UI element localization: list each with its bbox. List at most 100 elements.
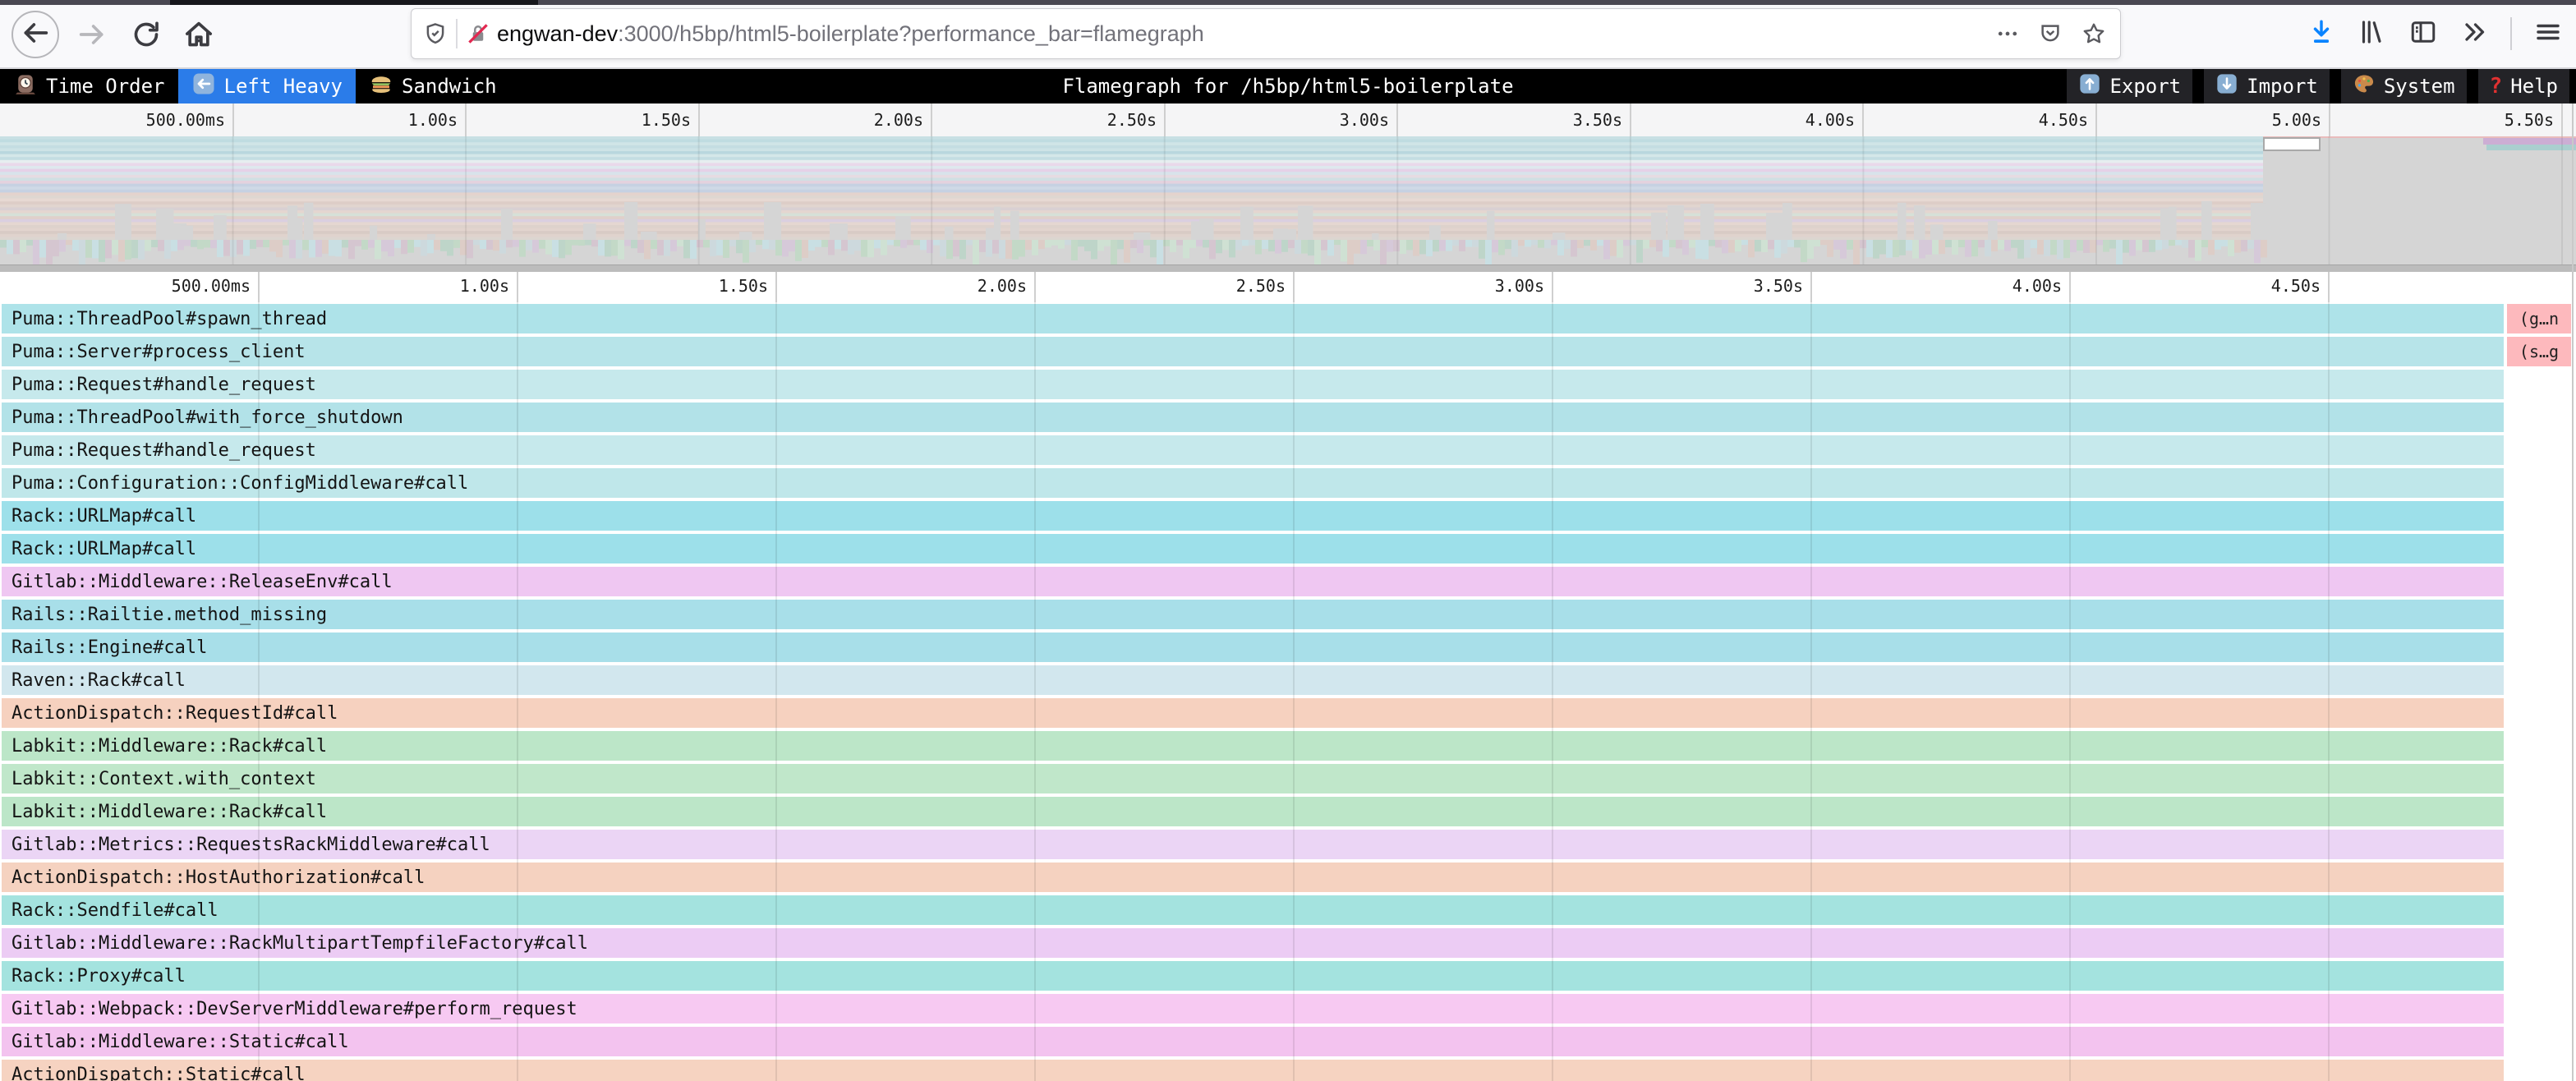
flame-row: Gitlab::Metrics::RequestsRackMiddleware#… bbox=[0, 828, 2576, 861]
axis-label: 1.00s bbox=[407, 110, 458, 130]
flame-bar[interactable]: Labkit::Middleware::Rack#call bbox=[2, 731, 2504, 761]
export-icon bbox=[2078, 72, 2101, 100]
flame-bar[interactable]: Gitlab::Metrics::RequestsRackMiddleware#… bbox=[2, 830, 2504, 859]
flame-row: Rails::Engine#call bbox=[0, 631, 2576, 664]
axis-label: 5.50s bbox=[2504, 110, 2554, 130]
flame-bar[interactable]: Gitlab::Middleware::RackMultipartTempfil… bbox=[2, 928, 2504, 958]
flame-row: Rails::Railtie.method_missing bbox=[0, 598, 2576, 631]
flame-row: Rack::Proxy#call bbox=[0, 959, 2576, 992]
flame-row: Puma::Request#handle_request bbox=[0, 434, 2576, 467]
flame-bar[interactable]: Puma::ThreadPool#spawn_thread bbox=[2, 304, 2504, 334]
axis-tick bbox=[232, 104, 234, 136]
axis-tick bbox=[1293, 272, 1295, 302]
axis-tick bbox=[1810, 272, 1812, 302]
sandwich-icon bbox=[369, 71, 393, 101]
flame-bar-label: Puma::Configuration::ConfigMiddleware#ca… bbox=[12, 472, 469, 494]
flame-bar[interactable]: Rack::URLMap#call bbox=[2, 534, 2504, 564]
flamegraph-view[interactable]: Puma::ThreadPool#spawn_thread (g…n Puma::S… bbox=[0, 302, 2576, 1081]
flame-bar[interactable]: Rails::Engine#call bbox=[2, 632, 2504, 662]
bookmark-star-icon[interactable] bbox=[2081, 21, 2107, 47]
axis-label: 5.00s bbox=[2271, 110, 2321, 130]
tab-left-heavy[interactable]: Left Heavy bbox=[177, 69, 356, 104]
minimap-canvas bbox=[0, 136, 2576, 264]
url-bar[interactable]: engwan-dev:3000/h5bp/html5-boilerplate?p… bbox=[411, 8, 2121, 59]
flame-bar[interactable]: Rack::Proxy#call bbox=[2, 961, 2504, 991]
flame-bar[interactable]: Labkit::Middleware::Rack#call bbox=[2, 797, 2504, 826]
flame-bar[interactable]: Puma::ThreadPool#with_force_shutdown bbox=[2, 402, 2504, 432]
axis-label: 2.50s bbox=[1235, 276, 1286, 296]
tracking-protection-shield-icon[interactable] bbox=[423, 21, 448, 46]
flame-bar[interactable]: Rack::URLMap#call bbox=[2, 501, 2504, 531]
flame-row: ActionDispatch::HostAuthorization#call bbox=[0, 861, 2576, 894]
flame-bar-label: Puma::ThreadPool#with_force_shutdown bbox=[12, 407, 403, 428]
url-path: :3000/h5bp/html5-boilerplate?performance… bbox=[618, 21, 1204, 46]
flame-row: Puma::ThreadPool#with_force_shutdown bbox=[0, 401, 2576, 434]
flame-bar-label: Puma::ThreadPool#spawn_thread bbox=[12, 308, 328, 329]
flame-right-block[interactable]: (s…g bbox=[2507, 337, 2571, 366]
url-host: engwan-dev bbox=[497, 21, 619, 46]
more-tools-chevrons-icon[interactable] bbox=[2459, 17, 2489, 51]
home-button[interactable] bbox=[182, 18, 215, 55]
tab-sandwich[interactable]: Sandwich bbox=[356, 69, 510, 104]
flame-bar[interactable]: ActionDispatch::Static#call bbox=[2, 1060, 2504, 1081]
flame-gridline bbox=[775, 302, 777, 1081]
reload-button[interactable] bbox=[130, 18, 163, 55]
flame-bar[interactable]: Rack::Sendfile#call bbox=[2, 895, 2504, 925]
flame-bar[interactable]: ActionDispatch::RequestId#call bbox=[2, 698, 2504, 728]
hamburger-menu-icon[interactable] bbox=[2533, 17, 2563, 51]
flame-row: Labkit::Context.with_context bbox=[0, 762, 2576, 795]
left-arrow-icon bbox=[191, 71, 216, 101]
flame-row: Puma::Configuration::ConfigMiddleware#ca… bbox=[0, 467, 2576, 499]
flame-bar[interactable]: Puma::Configuration::ConfigMiddleware#ca… bbox=[2, 468, 2504, 498]
flame-row: Puma::Server#process_client (s…g bbox=[0, 335, 2576, 368]
axis-tick bbox=[1164, 104, 1166, 136]
axis-label: 3.00s bbox=[1494, 276, 1544, 296]
flame-bar[interactable]: Gitlab::Webpack::DevServerMiddleware#per… bbox=[2, 994, 2504, 1024]
axis-label: 4.00s bbox=[2012, 276, 2062, 296]
flame-bar-label: Gitlab::Middleware::ReleaseEnv#call bbox=[12, 571, 393, 592]
flame-bar-label: Puma::Server#process_client bbox=[12, 341, 306, 362]
forward-button[interactable] bbox=[76, 18, 108, 55]
flame-bar[interactable]: Puma::Request#handle_request bbox=[2, 370, 2504, 399]
axis-tick bbox=[698, 104, 700, 136]
flame-bar[interactable]: Labkit::Context.with_context bbox=[2, 764, 2504, 794]
axis-label: 4.50s bbox=[2038, 110, 2088, 130]
axis-tick bbox=[2329, 104, 2330, 136]
export-button[interactable]: Export bbox=[2067, 69, 2193, 104]
flame-bar[interactable]: Puma::Server#process_client bbox=[2, 337, 2504, 366]
sidebar-icon[interactable] bbox=[2408, 17, 2438, 51]
flame-bar[interactable]: Gitlab::Middleware::Static#call bbox=[2, 1027, 2504, 1056]
flame-row: Rack::URLMap#call bbox=[0, 499, 2576, 532]
back-button[interactable] bbox=[12, 11, 59, 58]
help-button[interactable]: ? Help bbox=[2477, 69, 2569, 104]
axis-tick bbox=[1862, 104, 1864, 136]
flame-bar-label: Rack::URLMap#call bbox=[12, 538, 197, 559]
flame-bar-label: Rails::Engine#call bbox=[12, 637, 208, 658]
insecure-lock-icon[interactable] bbox=[466, 21, 490, 46]
flame-gridline bbox=[2069, 302, 2071, 1081]
minimap-viewport-box[interactable] bbox=[2263, 137, 2321, 151]
system-theme-button[interactable]: System bbox=[2340, 69, 2467, 104]
page-actions-ellipsis-icon[interactable] bbox=[1995, 21, 2020, 46]
minimap[interactable] bbox=[0, 136, 2576, 264]
downloads-icon[interactable] bbox=[2307, 17, 2336, 51]
flame-bar[interactable]: Raven::Rack#call bbox=[2, 665, 2504, 695]
flame-bar[interactable]: Gitlab::Middleware::ReleaseEnv#call bbox=[2, 567, 2504, 596]
flame-right-block[interactable]: (g…n bbox=[2507, 304, 2571, 334]
flame-bar[interactable]: ActionDispatch::HostAuthorization#call bbox=[2, 862, 2504, 892]
library-icon[interactable] bbox=[2358, 17, 2387, 51]
axis-label: 4.50s bbox=[2270, 276, 2321, 296]
tab-time-order[interactable]: Time Order bbox=[0, 69, 178, 104]
flame-bar-label: Rack::URLMap#call bbox=[12, 505, 197, 527]
flame-row: Gitlab::Middleware::RackMultipartTempfil… bbox=[0, 927, 2576, 959]
axis-tick bbox=[2095, 104, 2097, 136]
url-text[interactable]: engwan-dev:3000/h5bp/html5-boilerplate?p… bbox=[497, 21, 1204, 47]
question-icon: ? bbox=[2489, 74, 2503, 99]
forward-icon bbox=[76, 18, 108, 55]
flame-bar[interactable]: Puma::Request#handle_request bbox=[2, 435, 2504, 465]
flame-bar-label: Gitlab::Middleware::Static#call bbox=[12, 1031, 349, 1052]
import-button[interactable]: Import bbox=[2204, 69, 2330, 104]
flame-gridline bbox=[2328, 302, 2330, 1081]
flame-bar[interactable]: Rails::Railtie.method_missing bbox=[2, 600, 2504, 629]
pocket-icon[interactable] bbox=[2038, 21, 2063, 46]
